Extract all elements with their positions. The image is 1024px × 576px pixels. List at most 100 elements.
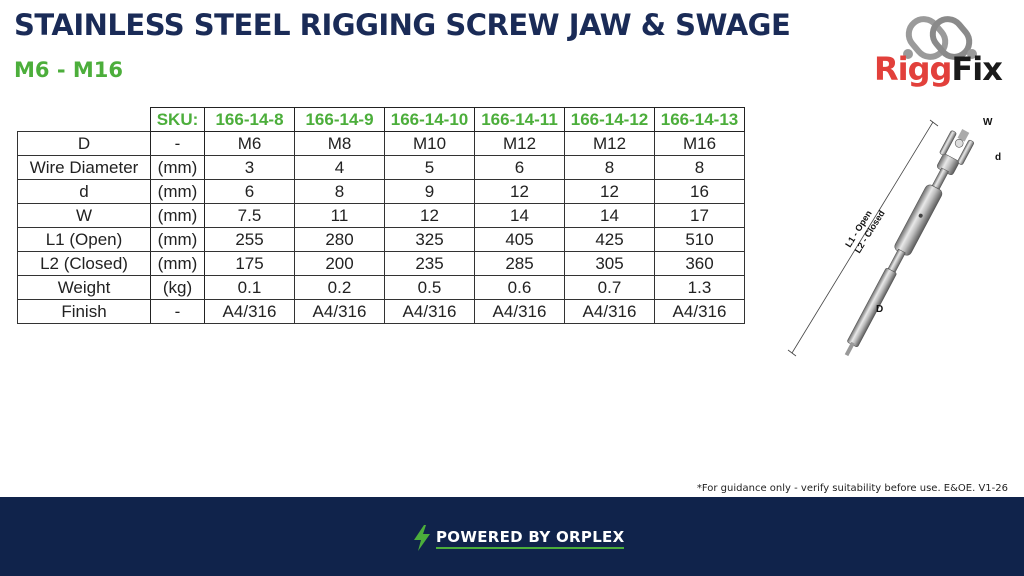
value-cell: 325 [384,227,475,252]
label-d-big: D [876,304,883,315]
sku-cell: 166-14-8 [204,107,295,132]
row-label: d [17,179,151,204]
disclaimer-note: *For guidance only - verify suitability … [696,483,1008,494]
sku-cell: 166-14-9 [294,107,385,132]
value-cell: 8 [654,155,745,180]
sku-row: SKU: 166-14-8 166-14-9 166-14-10 166-14-… [18,107,745,132]
chain-link-icon [903,16,977,60]
row-unit: (mm) [150,251,205,276]
value-cell: 16 [654,179,745,204]
row-label: Weight [17,275,151,300]
value-cell: A4/316 [294,299,385,324]
spec-table: SKU: 166-14-8 166-14-9 166-14-10 166-14-… [17,107,745,324]
value-cell: M12 [564,131,655,156]
rigging-screw-diagram: W d D L1 - Open L2 - Closed [787,117,1001,357]
value-cell: 175 [204,251,295,276]
value-cell: 14 [474,203,565,228]
value-cell: 0.5 [384,275,475,300]
value-cell: 0.7 [564,275,655,300]
value-cell: A4/316 [384,299,475,324]
row-unit: (mm) [150,203,205,228]
value-cell: 0.6 [474,275,565,300]
lightning-bolt-icon [414,525,430,551]
value-cell: 4 [294,155,385,180]
value-cell: A4/316 [654,299,745,324]
value-cell: 360 [654,251,745,276]
sku-label: SKU: [150,107,205,132]
value-cell: 1.3 [654,275,745,300]
value-cell: 425 [564,227,655,252]
value-cell: 12 [384,203,475,228]
value-cell: 0.2 [294,275,385,300]
footer-bar [0,497,1024,576]
length-dimension-line [791,121,934,354]
value-cell: 0.1 [204,275,295,300]
value-cell: 235 [384,251,475,276]
label-d-small: d [995,152,1001,163]
value-cell: 6 [474,155,565,180]
value-cell: 255 [204,227,295,252]
sku-cell: 166-14-10 [384,107,475,132]
sku-cell: 166-14-11 [474,107,565,132]
table-row: L2 (Closed) (mm) 175 200 235 285 305 360 [17,251,745,276]
table-row: Weight (kg) 0.1 0.2 0.5 0.6 0.7 1.3 [17,275,745,300]
sku-cell: 166-14-12 [564,107,655,132]
logo-text-rigg: Rigg [874,50,952,88]
value-cell: 6 [204,179,295,204]
row-label: Finish [17,299,151,324]
value-cell: A4/316 [204,299,295,324]
value-cell: M6 [204,131,295,156]
table-row: d (mm) 6 8 9 12 12 16 [17,179,745,204]
row-label: D [17,131,151,156]
table-row: W (mm) 7.5 11 12 14 14 17 [17,203,745,228]
value-cell: A4/316 [474,299,565,324]
value-cell: 7.5 [204,203,295,228]
table-row: L1 (Open) (mm) 255 280 325 405 425 510 [17,227,745,252]
row-unit: - [150,131,205,156]
spec-table-body: D - M6 M8 M10 M12 M12 M16 Wire Diameter (mm) 3 4 5 6 8… [17,131,745,324]
value-cell: 3 [204,155,295,180]
value-cell: 17 [654,203,745,228]
value-cell: 200 [294,251,385,276]
table-row: D - M6 M8 M10 M12 M12 M16 [17,131,745,156]
value-cell: 8 [294,179,385,204]
dimension-tick [787,349,797,357]
label-w: W [983,117,993,128]
row-unit: - [150,299,205,324]
value-cell: 305 [564,251,655,276]
value-cell: 14 [564,203,655,228]
value-cell: 12 [564,179,655,204]
value-cell: M8 [294,131,385,156]
row-label: L1 (Open) [17,227,151,252]
powered-by-badge: POWERED BY ORPLEX [412,525,625,551]
row-label: Wire Diameter [17,155,151,180]
row-unit: (kg) [150,275,205,300]
page-title: STAINLESS STEEL RIGGING SCREW JAW & SWAG… [14,8,791,42]
riggfix-logo: RiggFix [874,10,1016,94]
dimension-tick [929,119,939,127]
table-row: Finish - A4/316 A4/316 A4/316 A4/316 A4/316 A4/… [17,299,745,324]
rigging-screw-body [844,129,975,357]
value-cell: A4/316 [564,299,655,324]
value-cell: M10 [384,131,475,156]
row-unit: (mm) [150,227,205,252]
row-unit: (mm) [150,155,205,180]
value-cell: 9 [384,179,475,204]
row-label: L2 (Closed) [17,251,151,276]
value-cell: 510 [654,227,745,252]
value-cell: 285 [474,251,565,276]
row-label: W [17,203,151,228]
value-cell: 11 [294,203,385,228]
logo-wordmark: RiggFix [874,50,1016,88]
table-row: Wire Diameter (mm) 3 4 5 6 8 8 [17,155,745,180]
value-cell: M12 [474,131,565,156]
powered-by-text: POWERED BY ORPLEX [436,528,625,549]
value-cell: M16 [654,131,745,156]
value-cell: 280 [294,227,385,252]
size-range-subtitle: M6 - M16 [14,58,123,82]
value-cell: 8 [564,155,655,180]
row-unit: (mm) [150,179,205,204]
sku-cell: 166-14-13 [654,107,745,132]
value-cell: 12 [474,179,565,204]
logo-text-fix: Fix [951,50,1002,88]
